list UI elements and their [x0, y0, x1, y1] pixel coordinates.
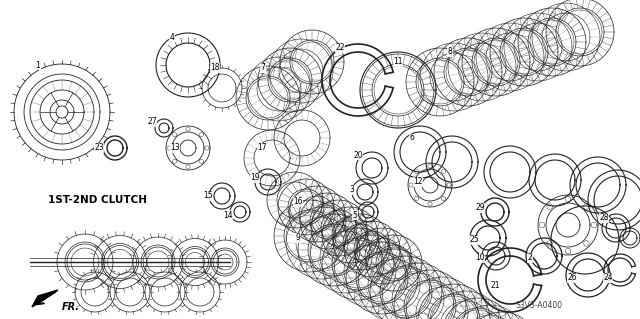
Text: FR.: FR.: [62, 302, 80, 312]
Text: 6: 6: [410, 133, 415, 143]
Text: 7: 7: [260, 63, 266, 72]
Text: 16: 16: [293, 197, 303, 206]
Text: 2: 2: [527, 254, 532, 263]
Text: 1ST-2ND CLUTCH: 1ST-2ND CLUTCH: [48, 195, 147, 205]
Text: 28: 28: [599, 213, 609, 222]
Text: S3V3-A0400: S3V3-A0400: [515, 300, 562, 309]
Text: 4: 4: [170, 33, 175, 42]
Text: 22: 22: [335, 43, 345, 53]
Text: 5: 5: [353, 211, 357, 219]
Text: 1: 1: [36, 61, 40, 70]
Text: 11: 11: [393, 57, 403, 66]
Text: 9: 9: [296, 234, 300, 242]
Text: 18: 18: [211, 63, 220, 72]
Polygon shape: [32, 290, 58, 307]
Text: 10: 10: [475, 254, 485, 263]
Text: 25: 25: [469, 235, 479, 244]
Text: 8: 8: [447, 48, 452, 56]
Text: 23: 23: [94, 144, 104, 152]
Text: 19: 19: [250, 174, 260, 182]
Text: 12: 12: [413, 177, 423, 187]
Text: 3: 3: [349, 186, 355, 195]
Text: 14: 14: [223, 211, 233, 219]
Text: 15: 15: [203, 191, 213, 201]
Text: 20: 20: [353, 151, 363, 160]
Text: 26: 26: [567, 273, 577, 283]
Text: 13: 13: [170, 144, 180, 152]
Text: 24: 24: [603, 273, 613, 283]
Text: 27: 27: [147, 117, 157, 127]
Text: 21: 21: [490, 280, 500, 290]
Text: 29: 29: [475, 204, 485, 212]
Text: 17: 17: [257, 144, 267, 152]
